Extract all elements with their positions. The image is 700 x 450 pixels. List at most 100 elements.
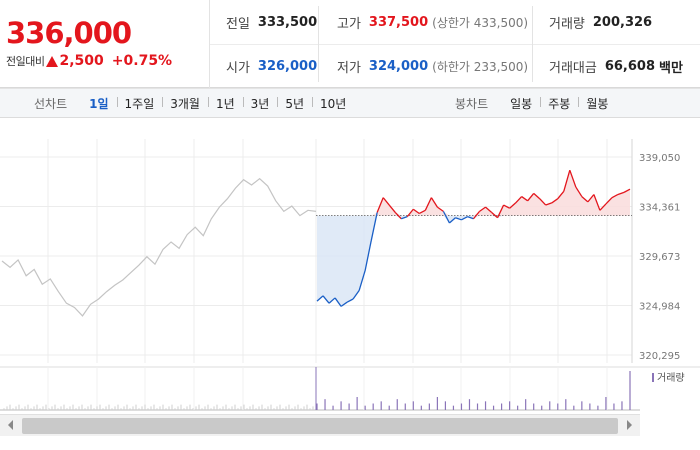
series-segment-today (581, 196, 589, 203)
series-segment-today (448, 217, 456, 224)
series-segment-today (611, 193, 619, 199)
series-segment-today (623, 188, 631, 193)
series-segment-today (328, 297, 336, 304)
amount-label: 거래대금 (549, 60, 597, 76)
series-segment-today (515, 196, 523, 204)
series-segment-today (539, 198, 547, 206)
series-segment-today (334, 297, 342, 307)
series-segment-today (358, 270, 366, 291)
series-segment-today (593, 194, 601, 211)
y-tick-label: 320,295 (639, 351, 680, 362)
candle-tab-daily[interactable]: 일봉 (510, 96, 533, 111)
series-segment-today (382, 197, 390, 206)
series-segment-today (406, 208, 414, 218)
series-segment-today (551, 198, 559, 204)
high-price: 고가 337,500 (상한가 433,500) (337, 0, 528, 44)
candle-tab-weekly[interactable]: 주봉 (540, 95, 578, 112)
price-box: 336,000 전일대비 2,500 +0.75% (0, 0, 210, 88)
series-segment-today (316, 295, 324, 302)
change-value: 2,500 (59, 53, 104, 69)
stock-header: 336,000 전일대비 2,500 +0.75% 전일 333,500 고가 … (0, 0, 700, 88)
low-label: 저가 (337, 60, 361, 76)
amount-unit: 백만 (659, 60, 683, 76)
chart-lines (1, 169, 632, 317)
series-segment-today (575, 186, 583, 197)
scroll-thumb[interactable] (22, 418, 618, 434)
volume-legend-swatch (652, 373, 654, 382)
series-segment-today (394, 211, 402, 220)
candle-chart-label: 봉차트 (455, 96, 489, 111)
column-divider (318, 6, 319, 82)
series-segment-today (509, 202, 517, 209)
prev-close-label: 전일 (226, 16, 250, 32)
series-segment-today (340, 301, 348, 307)
volume: 거래량 200,326 (549, 0, 652, 44)
series-segment-today (485, 206, 492, 213)
open-label: 시가 (226, 60, 250, 76)
candle-tab-monthly[interactable]: 월봉 (578, 95, 616, 112)
period-tab-3y[interactable]: 3년 (242, 95, 278, 112)
period-tab-1d[interactable]: 1일 (89, 96, 109, 111)
y-tick-label: 324,984 (639, 302, 680, 313)
line-chart-label: 선차트 (34, 96, 68, 111)
series-segment-today (472, 210, 481, 220)
row-divider (210, 44, 700, 45)
series-segment-today (479, 206, 486, 212)
open-price: 시가 326,000 (226, 44, 317, 88)
volume-value: 200,326 (592, 14, 653, 30)
upper-limit: (상한가 433,500) (432, 15, 529, 30)
change-percent: +0.75% (111, 53, 173, 69)
period-tab-1w[interactable]: 1주일 (116, 95, 163, 112)
price-change: 전일대비 2,500 +0.75% (6, 53, 172, 69)
series-segment-today (322, 295, 330, 304)
series-segment-today (442, 211, 451, 224)
open-value: 326,000 (257, 58, 318, 74)
period-tab-10y[interactable]: 10년 (312, 95, 354, 112)
period-tab-5y[interactable]: 5년 (277, 95, 312, 112)
high-label: 고가 (337, 16, 361, 32)
series-segment-today (605, 197, 613, 205)
current-price: 336,000 (6, 16, 132, 50)
series-segment-today (412, 208, 420, 215)
series-segment-today (533, 192, 541, 200)
period-tab-1y[interactable]: 1년 (207, 95, 243, 112)
above-reference-fill (317, 170, 630, 216)
scroll-left-icon[interactable] (8, 420, 13, 430)
high-value: 337,500 (368, 14, 429, 30)
series-segment-today (563, 170, 571, 192)
series-segment-today (352, 290, 360, 300)
prev-close: 전일 333,500 (226, 0, 317, 44)
line-chart-periods: 선차트 1일 1주일 3개월 1년 3년 5년 10년 (34, 89, 354, 117)
scroll-right-icon[interactable] (627, 420, 632, 430)
change-label: 전일대비 (6, 55, 45, 68)
series-segment-today (370, 212, 378, 242)
y-tick-label: 339,050 (639, 153, 680, 164)
prev-close-value: 333,500 (257, 14, 318, 30)
series-segment-today (521, 196, 529, 202)
series-segment-today (617, 191, 625, 196)
period-tab-3m[interactable]: 3개월 (162, 95, 208, 112)
column-divider (532, 6, 533, 82)
series-segment-today (599, 203, 607, 211)
y-axis: 339,050 334,361 329,673 324,984 320,295 (639, 153, 680, 362)
below-reference-fill (317, 215, 630, 307)
series-line-prev-day (1, 177, 317, 317)
y-tick-label: 329,673 (639, 252, 680, 263)
series-segment-today (587, 194, 595, 203)
series-segment-today (467, 216, 474, 220)
series-segment-today (557, 190, 565, 200)
chart-scrollbar[interactable] (0, 414, 640, 436)
trade-amount: 거래대금 66,608 백만 (549, 44, 683, 88)
series-segment-today (569, 169, 577, 188)
series-segment-today (545, 202, 552, 206)
lower-limit: (하한가 233,500) (432, 59, 529, 74)
series-segment-today (419, 209, 426, 215)
candle-chart-periods: 봉차트 일봉 주봉 월봉 (455, 89, 616, 117)
volume-label: 거래량 (549, 16, 585, 32)
price-summary-grid: 전일 333,500 고가 337,500 (상한가 433,500) 거래량 … (210, 0, 700, 88)
series-segment-today (461, 216, 468, 221)
up-triangle-icon (46, 55, 59, 67)
series-segment-today (491, 211, 499, 219)
series-segment-today (455, 217, 462, 221)
chart-grid (0, 139, 633, 363)
